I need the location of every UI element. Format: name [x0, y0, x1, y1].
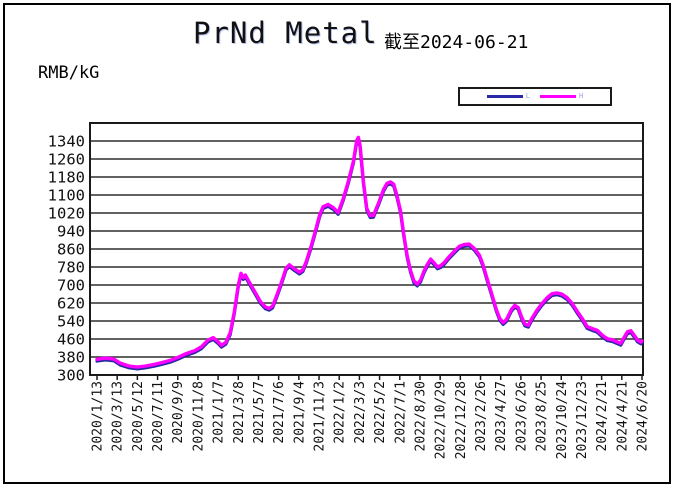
x-tick-label: 2024/6/20: [636, 381, 651, 451]
chart-title: PrNd Metal: [193, 16, 378, 50]
x-tick-label: 2021/11/3: [313, 381, 328, 451]
x-tick-label: 2021/1/7: [212, 381, 227, 444]
x-tick-label: 2020/11/8: [191, 381, 206, 451]
y-tick-label: 540: [57, 313, 85, 331]
x-tick-label: 2020/9/9: [171, 381, 186, 444]
legend-entry-low: L: [486, 92, 530, 100]
y-tick-label: 1020: [48, 205, 85, 223]
y-tick-label: 1340: [48, 133, 85, 151]
legend-label-high: H: [579, 92, 584, 100]
x-tick-label: 2022/3/3: [353, 381, 368, 444]
x-tick-label: 2020/1/13: [91, 381, 106, 451]
series-line-h: [95, 135, 644, 369]
x-tick-label: 2023/12/23: [575, 381, 590, 459]
x-tick-label: 2021/9/4: [292, 381, 307, 444]
x-tick-label: 2022/7/1: [393, 381, 408, 444]
y-tick-label: 1100: [48, 187, 85, 205]
y-tick-label: 460: [57, 331, 85, 349]
x-tick-label: 2023/8/25: [535, 381, 550, 451]
x-tick-label: 2023/2/26: [474, 381, 489, 451]
legend-swatch-high-line: [540, 95, 576, 98]
x-tick-label: 2022/10/29: [434, 381, 449, 459]
x-tick-label: 2023/4/27: [494, 381, 509, 451]
x-tick-label: 2023/10/24: [555, 381, 570, 459]
legend-swatch-low-line: [486, 95, 523, 98]
x-tick-label: 2024/4/21: [615, 381, 630, 451]
y-axis-labels: 3003804605406207007808609401020110011801…: [48, 133, 85, 385]
x-axis-labels: 2020/1/13 2020/3/13 2020/5/12 2020/7/11 2020…: [91, 381, 651, 459]
x-tick-label: 2021/5/7: [252, 381, 267, 444]
y-tick-label: 860: [57, 241, 85, 259]
x-tick-label: 2020/7/11: [151, 381, 166, 451]
x-tick-label: 2022/12/28: [454, 381, 469, 459]
x-tick-label: 2021/3/8: [232, 381, 247, 444]
legend-label-low: L: [525, 92, 530, 100]
x-tick-label: 2022/1/2: [333, 381, 348, 444]
x-axis-ticks: [96, 375, 643, 380]
legend-entry-high: H: [540, 93, 583, 100]
y-tick-label: 940: [57, 223, 85, 241]
x-tick-label: 2021/7/6: [272, 381, 287, 444]
y-tick-label: 1180: [48, 169, 85, 187]
y-tick-label: 1260: [48, 151, 85, 169]
chart-subtitle: 截至2024-06-21: [384, 32, 529, 53]
legend: L H: [458, 87, 612, 106]
x-tick-label: 2022/8/30: [414, 381, 429, 451]
y-axis-unit-label: RMB/kG: [38, 63, 100, 83]
y-gridlines: [90, 140, 643, 358]
y-tick-label: 300: [57, 367, 85, 385]
y-tick-label: 700: [57, 277, 85, 295]
plot-frame: [89, 122, 644, 376]
x-tick-label: 2022/5/2: [373, 381, 388, 444]
y-tick-label: 780: [57, 259, 85, 277]
x-tick-label: 2020/5/12: [131, 381, 146, 451]
x-tick-label: 2024/2/21: [595, 381, 610, 451]
y-tick-label: 380: [57, 349, 85, 367]
x-tick-label: 2023/6/26: [514, 381, 529, 451]
series-line-l: [95, 137, 644, 371]
y-tick-label: 620: [57, 295, 85, 313]
x-tick-label: 2020/3/13: [111, 381, 126, 451]
